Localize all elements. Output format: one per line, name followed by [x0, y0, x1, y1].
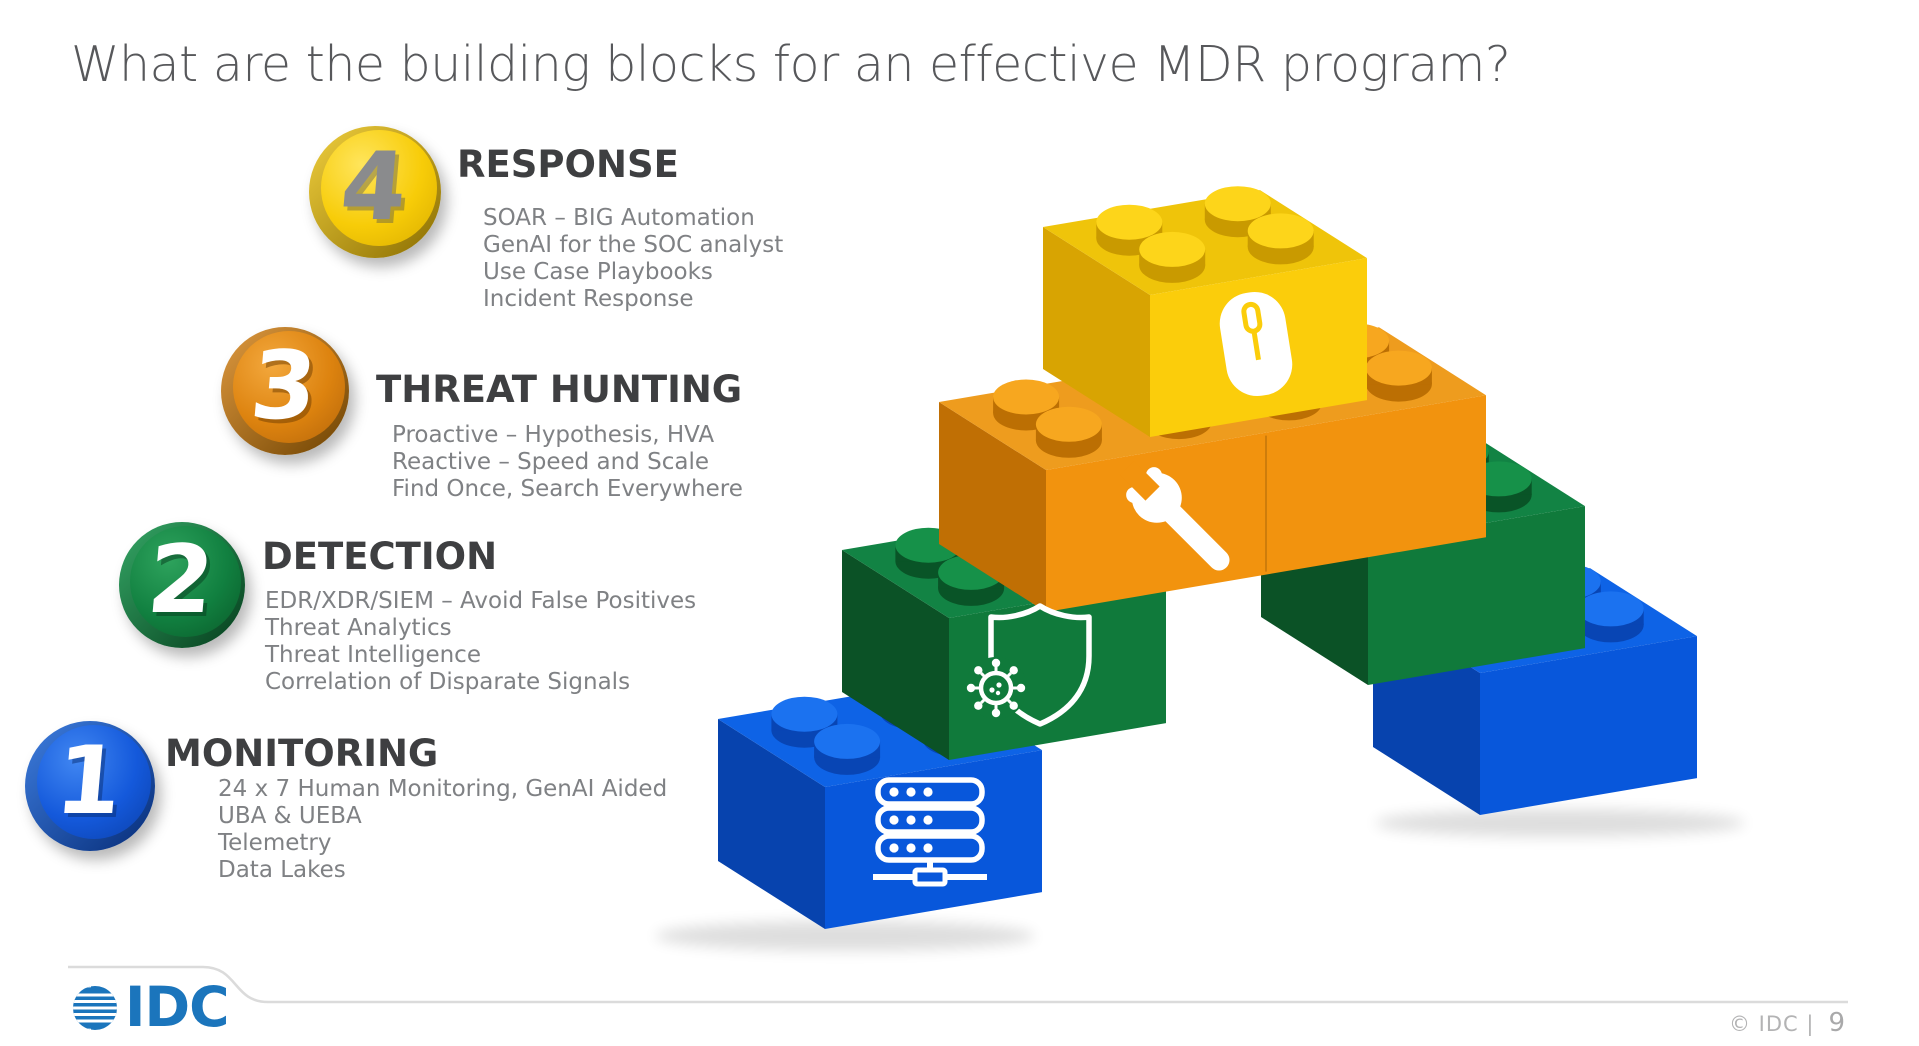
bricks-layer — [718, 186, 1697, 929]
bullet-line: GenAI for the SOC analyst — [483, 232, 784, 258]
badge-face — [232, 330, 346, 444]
badge-face — [130, 525, 242, 637]
brick-detection — [842, 509, 1166, 760]
bullet-line: Use Case Playbooks — [483, 259, 713, 285]
bullet-line: Telemetry — [218, 830, 332, 856]
brick-threat-hunting — [939, 323, 1486, 612]
number-badge-3: 3 — [221, 327, 349, 455]
bullet-line: Find Once, Search Everywhere — [392, 476, 743, 502]
footer-divider-line — [68, 965, 1848, 1004]
section-title-threat-hunting: THREAT HUNTING — [376, 368, 743, 411]
badge-number: 1 — [51, 727, 127, 837]
footer-copyright: © IDC | — [1729, 1012, 1815, 1036]
page-title: What are the building blocks for an effe… — [71, 36, 1511, 93]
badge-face — [36, 724, 152, 840]
shield-virus-icon — [965, 603, 1092, 727]
section-title-monitoring: MONITORING — [165, 732, 439, 775]
brick-response — [1043, 186, 1367, 437]
bullet-line: Threat Analytics — [265, 615, 452, 641]
section-body-threat-hunting: Proactive – Hypothesis, HVA Reactive – S… — [392, 422, 743, 503]
section-title-response: RESPONSE — [457, 143, 679, 186]
number-badge-2: 2 — [119, 522, 245, 648]
bullet-line: Threat Intelligence — [265, 642, 481, 668]
footer-page-number: 9 — [1828, 1008, 1845, 1038]
idc-logo: IDC — [72, 975, 229, 1039]
idc-logo-text: IDC — [125, 975, 229, 1039]
number-badge-4: 4 — [309, 126, 441, 258]
brick-right-blue — [1373, 564, 1697, 815]
brick-right-green — [1261, 434, 1585, 685]
badge-number: 2 — [143, 526, 219, 636]
badge-number: 3 — [246, 332, 322, 442]
bullet-line: Proactive – Hypothesis, HVA — [392, 422, 715, 448]
bullet-line: SOAR – BIG Automation — [483, 205, 755, 231]
idc-globe-icon — [73, 985, 117, 1030]
bullet-line: EDR/XDR/SIEM – Avoid False Positives — [265, 588, 697, 614]
floor-shadows — [655, 809, 1745, 951]
section-body-response: SOAR – BIG Automation GenAI for the SOC … — [483, 205, 783, 313]
brick-icons — [873, 291, 1293, 887]
badge-number: 4 — [336, 133, 412, 243]
bullet-line: UBA & UEBA — [218, 803, 362, 829]
mouse-icon — [1219, 291, 1293, 397]
server-icon — [873, 777, 987, 887]
number-badge-1: 1 — [25, 721, 155, 851]
bullet-line: Data Lakes — [218, 857, 346, 883]
section-body-monitoring: 24 x 7 Human Monitoring, GenAI Aided UBA… — [218, 776, 667, 884]
bullet-line: Correlation of Disparate Signals — [265, 669, 631, 695]
bullet-line: 24 x 7 Human Monitoring, GenAI Aided — [218, 776, 668, 802]
section-title-detection: DETECTION — [262, 535, 498, 578]
wrench-icon — [1120, 461, 1230, 571]
brick-monitoring — [718, 678, 1042, 929]
bullet-line: Incident Response — [483, 286, 694, 312]
badge-face — [320, 129, 438, 247]
footer-note: © IDC | 9 — [1729, 1008, 1845, 1038]
bullet-line: Reactive – Speed and Scale — [392, 449, 710, 475]
section-body-detection: EDR/XDR/SIEM – Avoid False Positives Thr… — [265, 588, 696, 696]
